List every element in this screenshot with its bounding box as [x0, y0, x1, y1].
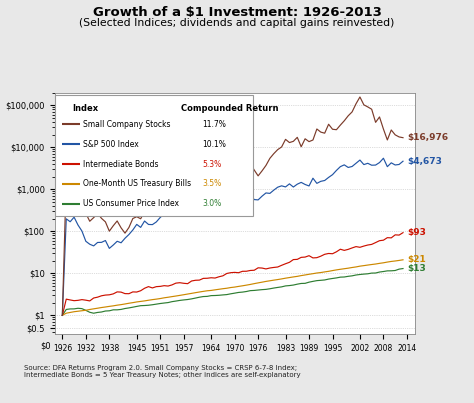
- Text: 3.0%: 3.0%: [202, 199, 221, 208]
- Text: Small Company Stocks: Small Company Stocks: [83, 120, 171, 129]
- Text: $21: $21: [408, 256, 427, 264]
- Text: Source: DFA Returns Program 2.0. Small Company Stocks = CRSP 6-7-8 Index;
Interm: Source: DFA Returns Program 2.0. Small C…: [24, 365, 301, 378]
- Text: (Selected Indices; dividends and capital gains reinvested): (Selected Indices; dividends and capital…: [79, 18, 395, 28]
- Text: $93: $93: [408, 228, 427, 237]
- Text: $13: $13: [408, 264, 427, 273]
- Text: 5.3%: 5.3%: [202, 160, 221, 168]
- Text: Intermediate Bonds: Intermediate Bonds: [83, 160, 159, 168]
- FancyBboxPatch shape: [55, 95, 253, 216]
- Text: US Consumer Price Index: US Consumer Price Index: [83, 199, 179, 208]
- Text: Compounded Return: Compounded Return: [181, 104, 278, 112]
- Text: S&P 500 Index: S&P 500 Index: [83, 140, 139, 149]
- Text: 3.5%: 3.5%: [202, 179, 221, 188]
- Text: 10.1%: 10.1%: [202, 140, 226, 149]
- Text: One-Month US Treasury Bills: One-Month US Treasury Bills: [83, 179, 191, 188]
- Text: Growth of a $1 Investment: 1926-2013: Growth of a $1 Investment: 1926-2013: [92, 6, 382, 19]
- Text: $4,673: $4,673: [408, 157, 443, 166]
- Text: Index: Index: [73, 104, 99, 112]
- Text: 11.7%: 11.7%: [202, 120, 226, 129]
- Text: $0: $0: [40, 342, 51, 351]
- Text: $16,976: $16,976: [408, 133, 449, 142]
